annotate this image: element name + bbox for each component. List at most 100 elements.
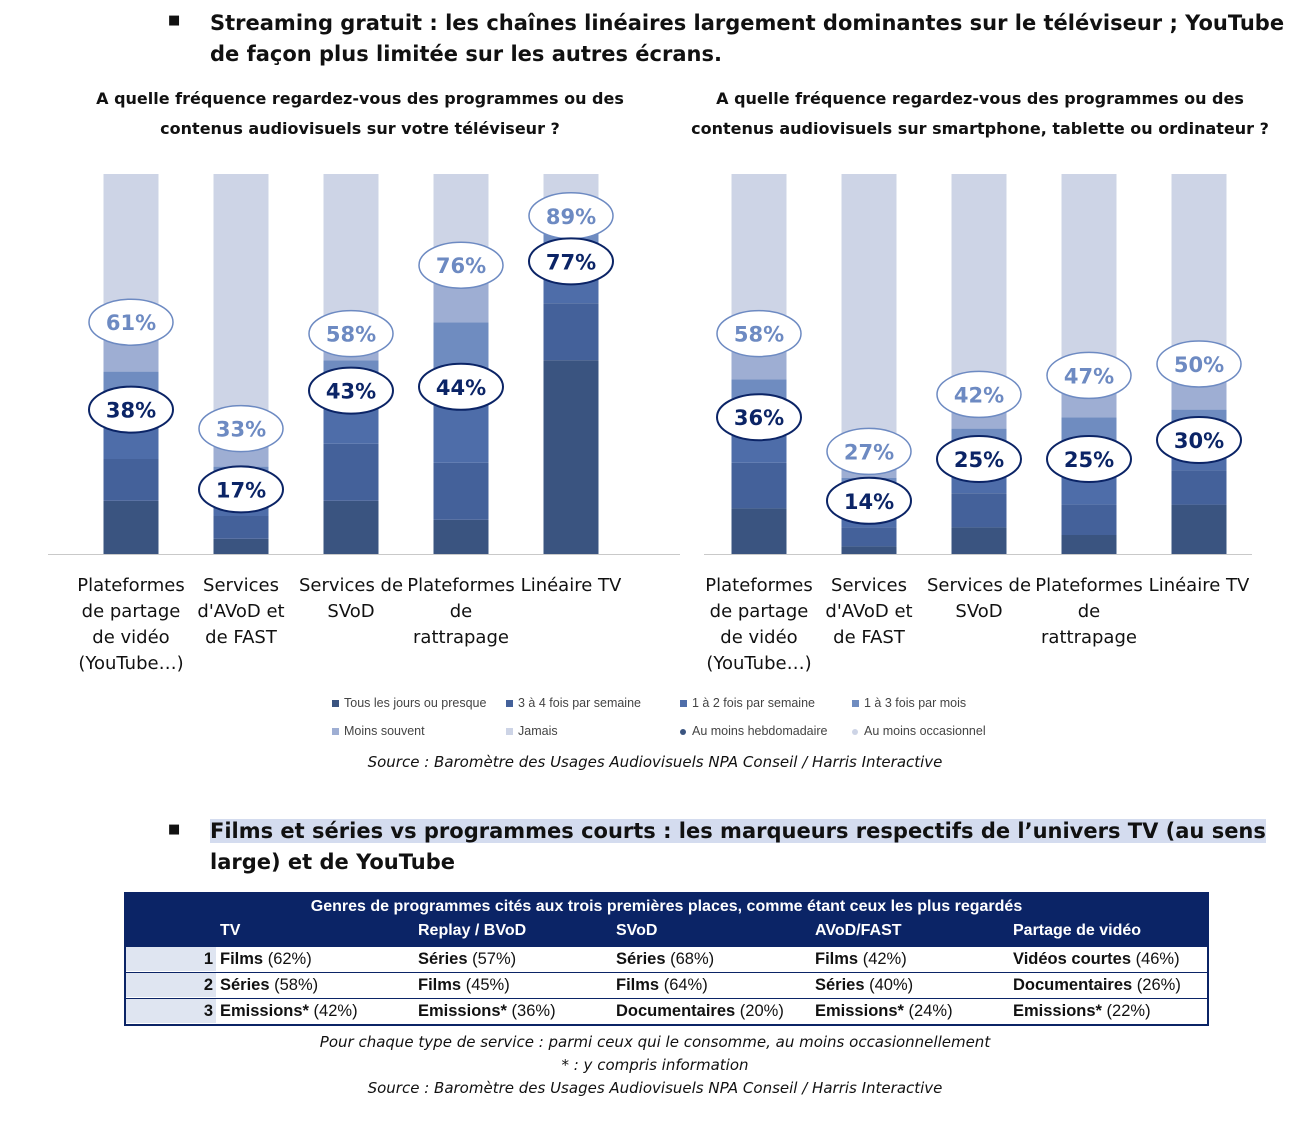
genre-name: Emissions* [1013, 1002, 1102, 1020]
legend-item: 1 à 2 fois par semaine [680, 696, 815, 710]
legend-label: Moins souvent [344, 724, 425, 738]
genre-name: Films [418, 976, 462, 994]
legend-label: Jamais [518, 724, 558, 738]
table-cell: Emissions* (22%) [1013, 999, 1151, 1024]
bar-segment [1061, 504, 1117, 535]
weekly-bubble [198, 465, 284, 514]
category-label: Plateformes [77, 575, 184, 596]
bar-segment [731, 462, 787, 509]
table-column-headers: TV Replay / BVoD SVoD AVoD/FAST Partage de v… [126, 919, 1207, 946]
occasional-bubble [198, 404, 284, 453]
table-column-header: Replay / BVoD [418, 922, 527, 939]
legend-item: Au moins hebdomadaire [680, 724, 828, 738]
weekly-label: 43% [326, 380, 376, 404]
genre-name: Séries [220, 976, 270, 994]
genre-name: Séries [815, 976, 865, 994]
table-note-1: Pour chaque type de service : parmi ceux… [319, 1033, 991, 1051]
occasional-label: 50% [1174, 353, 1224, 377]
table-cell: Films (62%) [220, 947, 312, 972]
genre-share: (46%) [1131, 950, 1180, 968]
legend-swatch [506, 728, 513, 736]
table-cell: Films (45%) [418, 973, 510, 998]
genre-name: Films [220, 950, 264, 968]
chart-title-line: A quelle fréquence regardez-vous des pro… [716, 89, 1244, 108]
genre-share: (22%) [1101, 1002, 1151, 1020]
bar-segment [951, 174, 1007, 395]
occasional-label: 58% [734, 323, 784, 347]
bar-segment [433, 519, 489, 554]
chart-title-line: contenus audiovisuels sur votre télévise… [160, 119, 560, 138]
table-cell: Séries (57%) [418, 947, 516, 972]
bar-segment [841, 546, 897, 554]
genre-name: Vidéos courtes [1013, 950, 1131, 968]
bar-segment [951, 493, 1007, 528]
table-column-header: Partage de vidéo [1013, 922, 1142, 939]
legend-swatch [332, 700, 339, 708]
genre-share: (62%) [263, 950, 312, 968]
genre-share: (42%) [858, 950, 907, 968]
source-note-1: Source : Baromètre des Usages Audiovisue… [367, 753, 943, 771]
bar-segment [103, 459, 159, 501]
table-row: 3 Emissions* (42%) Emissions* (36%) Documen… [126, 998, 1207, 1024]
table-row: 2 Séries (58%) Films (45%) Films (64%) Série… [126, 972, 1207, 998]
genre-share: (58%) [269, 976, 319, 994]
bar-segment [543, 360, 599, 554]
table-cell: Séries (40%) [815, 973, 913, 998]
category-label: de [450, 601, 473, 622]
bar-segment [103, 500, 159, 554]
category-label: rattrapage [413, 627, 509, 648]
genre-name: Documentaires [616, 1002, 736, 1020]
bar-segment [731, 174, 787, 334]
weekly-bubble [936, 435, 1022, 483]
category-label: de vidéo [720, 627, 797, 648]
table-row: 1 Films (62%) Séries (57%) Séries (68%) Film… [126, 946, 1207, 972]
legend-item: Tous les jours ou presque [332, 696, 486, 710]
occasional-bubble [418, 241, 504, 289]
table-cell: Séries (68%) [616, 947, 714, 972]
occasional-label: 47% [1064, 364, 1114, 388]
category-label: de partage [710, 601, 809, 622]
category-label: rattrapage [1041, 627, 1137, 648]
genre-name: Emissions* [220, 1002, 309, 1020]
occasional-label: 33% [216, 418, 266, 442]
legend-swatch [332, 728, 339, 736]
bar-segment [731, 508, 787, 554]
source-note-2: Source : Baromètre des Usages Audiovisue… [367, 1079, 943, 1097]
genre-name: Emissions* [418, 1002, 507, 1020]
bar-segment [1171, 470, 1227, 505]
genre-name: Séries [418, 950, 468, 968]
category-label: de FAST [205, 627, 278, 648]
legend-swatch [680, 728, 686, 735]
weekly-bubble [308, 366, 394, 415]
table-cell: Emissions* (42%) [220, 999, 358, 1024]
bar-segment [841, 174, 897, 452]
rank-cell: 2 [126, 973, 216, 997]
rank-cell: 3 [126, 999, 216, 1023]
occasional-bubble [716, 309, 802, 358]
bar-segment [103, 174, 159, 323]
bar-segment [841, 527, 897, 547]
category-label: d'AVoD et [825, 601, 912, 622]
chart-title-tv: A quelle fréquence regardez-vous des pro… [40, 84, 680, 144]
weekly-bubble [528, 237, 614, 286]
genre-share: (24%) [903, 1002, 953, 1020]
table-cell: Emissions* (36%) [418, 999, 556, 1024]
rank-cell: 1 [126, 947, 216, 971]
weekly-bubble [1046, 435, 1132, 483]
category-label: Plateformes [407, 575, 514, 596]
occasional-bubble [308, 309, 394, 358]
heading-line: large) et de YouTube [210, 850, 455, 874]
legend-item: 1 à 3 fois par mois [852, 696, 966, 710]
genre-share: (36%) [506, 1002, 556, 1020]
table-cell: Films (64%) [616, 973, 708, 998]
occasional-bubble [1046, 351, 1132, 400]
table-cell: Documentaires (26%) [1013, 973, 1181, 998]
weekly-label: 17% [216, 478, 266, 502]
weekly-label: 14% [844, 490, 894, 514]
table-cell: Films (42%) [815, 947, 907, 972]
category-label: SVoD [955, 601, 1002, 622]
category-label: (YouTube…) [78, 653, 183, 674]
weekly-label: 44% [436, 376, 486, 400]
occasional-bubble [88, 298, 174, 346]
weekly-bubble [88, 385, 174, 434]
